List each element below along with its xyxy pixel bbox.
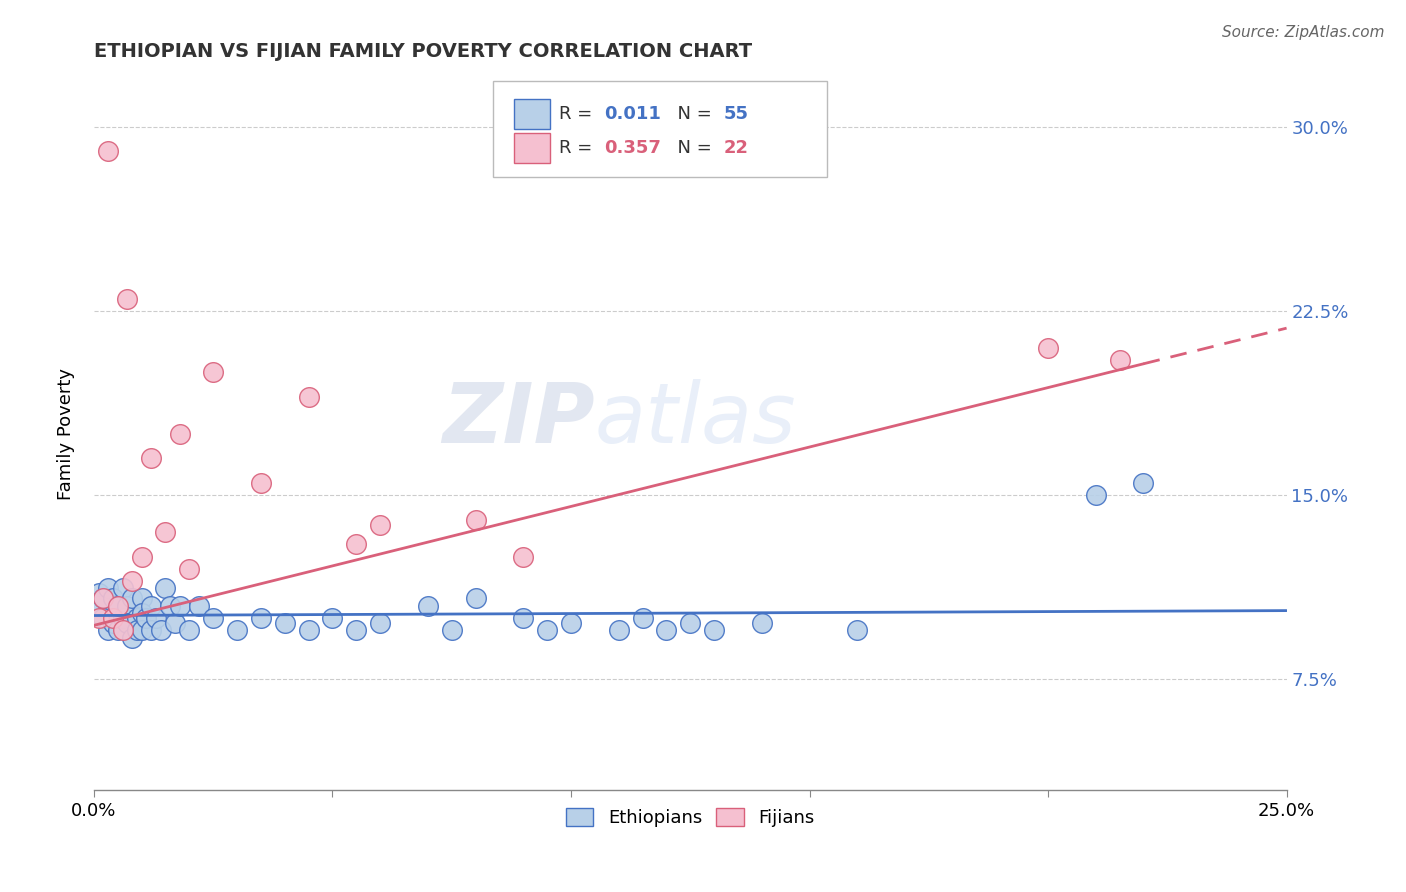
- Point: [179, 562, 201, 576]
- Point: [607, 624, 630, 638]
- Point: [107, 599, 129, 613]
- Point: [125, 611, 148, 625]
- Point: [111, 582, 134, 596]
- Text: 0.357: 0.357: [605, 139, 661, 157]
- Point: [344, 537, 367, 551]
- Point: [97, 582, 120, 596]
- Point: [416, 599, 439, 613]
- Text: R =: R =: [560, 105, 598, 123]
- Point: [117, 292, 139, 306]
- Text: atlas: atlas: [595, 379, 796, 460]
- Point: [155, 524, 177, 539]
- Point: [344, 624, 367, 638]
- Point: [101, 615, 124, 630]
- Point: [464, 591, 486, 606]
- Point: [250, 611, 273, 625]
- Text: N =: N =: [666, 105, 718, 123]
- Point: [141, 624, 163, 638]
- Point: [440, 624, 463, 638]
- Point: [93, 591, 115, 606]
- Point: [149, 624, 172, 638]
- Text: N =: N =: [666, 139, 718, 157]
- Point: [97, 624, 120, 638]
- Point: [87, 586, 110, 600]
- Point: [512, 549, 534, 564]
- Point: [131, 549, 153, 564]
- Point: [107, 599, 129, 613]
- Point: [679, 615, 702, 630]
- Point: [655, 624, 678, 638]
- Point: [131, 624, 153, 638]
- Point: [93, 591, 115, 606]
- FancyBboxPatch shape: [513, 99, 550, 128]
- Point: [97, 145, 120, 159]
- Point: [1084, 488, 1107, 502]
- Point: [87, 599, 110, 613]
- Point: [141, 451, 163, 466]
- Point: [163, 615, 186, 630]
- Point: [1132, 475, 1154, 490]
- Y-axis label: Family Poverty: Family Poverty: [58, 368, 75, 500]
- Point: [226, 624, 249, 638]
- Point: [297, 390, 319, 404]
- Text: ETHIOPIAN VS FIJIAN FAMILY POVERTY CORRELATION CHART: ETHIOPIAN VS FIJIAN FAMILY POVERTY CORRE…: [94, 42, 752, 61]
- Point: [846, 624, 869, 638]
- Point: [169, 599, 191, 613]
- Point: [274, 615, 297, 630]
- Point: [751, 615, 773, 630]
- Point: [121, 574, 143, 588]
- Point: [155, 582, 177, 596]
- Point: [87, 611, 110, 625]
- Point: [536, 624, 558, 638]
- Text: 0.011: 0.011: [605, 105, 661, 123]
- Point: [125, 624, 148, 638]
- Point: [1108, 353, 1130, 368]
- Point: [250, 475, 273, 490]
- Point: [101, 611, 124, 625]
- Point: [560, 615, 582, 630]
- Text: Source: ZipAtlas.com: Source: ZipAtlas.com: [1222, 25, 1385, 40]
- Point: [631, 611, 654, 625]
- Text: ZIP: ZIP: [443, 379, 595, 460]
- Point: [131, 591, 153, 606]
- Point: [169, 426, 191, 441]
- Point: [703, 624, 725, 638]
- Text: 22: 22: [724, 139, 748, 157]
- Point: [93, 611, 115, 625]
- Point: [131, 606, 153, 620]
- Text: R =: R =: [560, 139, 598, 157]
- Point: [202, 365, 225, 379]
- FancyBboxPatch shape: [494, 81, 827, 178]
- Point: [145, 611, 167, 625]
- Point: [464, 513, 486, 527]
- Point: [141, 599, 163, 613]
- Point: [107, 624, 129, 638]
- Point: [117, 599, 139, 613]
- Point: [111, 624, 134, 638]
- Text: 55: 55: [724, 105, 748, 123]
- Legend: Ethiopians, Fijians: Ethiopians, Fijians: [560, 800, 821, 834]
- Point: [512, 611, 534, 625]
- Point: [121, 631, 143, 645]
- Point: [1036, 341, 1059, 355]
- Point: [121, 591, 143, 606]
- Point: [179, 624, 201, 638]
- FancyBboxPatch shape: [513, 133, 550, 163]
- Point: [321, 611, 343, 625]
- Point: [159, 599, 181, 613]
- Point: [101, 591, 124, 606]
- Point: [297, 624, 319, 638]
- Point: [368, 615, 391, 630]
- Point: [368, 517, 391, 532]
- Point: [202, 611, 225, 625]
- Point: [117, 615, 139, 630]
- Point: [111, 611, 134, 625]
- Point: [135, 611, 157, 625]
- Point: [187, 599, 209, 613]
